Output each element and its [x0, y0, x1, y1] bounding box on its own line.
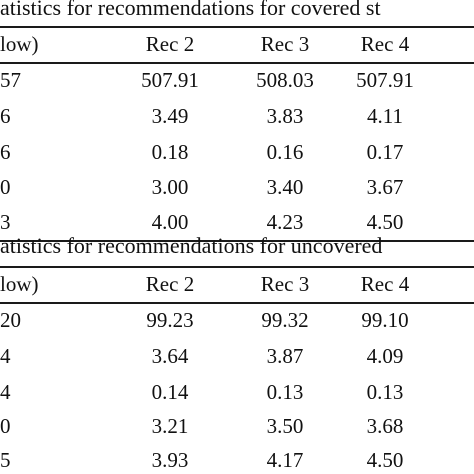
table-row: 3 4.00 4.23 4.50 [0, 208, 474, 236]
table-cell: 99.23 [146, 308, 194, 332]
table-cell: 57 [0, 68, 21, 92]
header-cell: Rec 4 [360, 272, 410, 296]
table-row: 0 3.00 3.40 3.67 [0, 173, 474, 201]
table-cell: 3.21 [151, 414, 189, 438]
header-rule [0, 302, 474, 304]
table-row: 4 0.14 0.13 0.13 [0, 378, 474, 406]
header-cell: Rec 2 [145, 272, 195, 296]
table-cell: 3.49 [151, 104, 189, 128]
header-cell: Rec 3 [260, 32, 310, 56]
table-cell: 20 [0, 308, 21, 332]
table-cell: 0 [0, 175, 11, 199]
table-cell: 4.11 [367, 104, 403, 128]
table-row: 4 3.64 3.87 4.09 [0, 342, 474, 370]
table-cell: 507.91 [141, 68, 199, 92]
header-row: low) Rec 2 Rec 3 Rec 4 [0, 30, 474, 58]
table-cell: 3.68 [366, 414, 404, 438]
table-cell: 508.03 [256, 68, 314, 92]
table-cell: 3.93 [151, 448, 189, 472]
table-cell: 99.32 [261, 308, 309, 332]
section-rule [0, 266, 474, 268]
table-row: 6 3.49 3.83 4.11 [0, 102, 474, 130]
table-row: 20 99.23 99.32 99.10 [0, 306, 474, 334]
table-row: 5 3.93 4.17 4.50 [0, 446, 474, 474]
table-cell: 6 [0, 104, 11, 128]
table-cell: 6 [0, 140, 11, 164]
table-cell: 4.17 [266, 448, 304, 472]
table-cell: 99.10 [361, 308, 409, 332]
table-cell: 3.83 [266, 104, 304, 128]
table-row: 0 3.21 3.50 3.68 [0, 412, 474, 440]
table-row: 57 507.91 508.03 507.91 [0, 66, 474, 94]
table-row: 6 0.18 0.16 0.17 [0, 138, 474, 166]
table-cell: 5 [0, 448, 11, 472]
header-cell: Rec 4 [360, 32, 410, 56]
table-cell: 4 [0, 344, 11, 368]
table-cell: 0.16 [266, 140, 304, 164]
table-cell: 0.17 [366, 140, 404, 164]
header-cell: Rec 2 [145, 32, 195, 56]
section-divider [0, 240, 474, 242]
header-cell: low) [0, 272, 39, 296]
table-cell: 4 [0, 380, 11, 404]
table-cell: 3.40 [266, 175, 304, 199]
table-cell: 3.00 [151, 175, 189, 199]
table-cell: 4.23 [266, 210, 304, 234]
table-cell: 4.00 [151, 210, 189, 234]
table-cell: 507.91 [356, 68, 414, 92]
section-title-covered: atistics for recommendations for covered… [0, 0, 381, 20]
table-cell: 0.13 [266, 380, 304, 404]
table-cell: 3 [0, 210, 11, 234]
section-rule [0, 26, 474, 28]
table-cell: 3.64 [151, 344, 189, 368]
section-title-uncovered: atistics for recommendations for uncover… [0, 233, 383, 258]
table-cell: 3.67 [366, 175, 404, 199]
table-cell: 0 [0, 414, 11, 438]
table-cell: 4.50 [366, 448, 404, 472]
table-cell: 3.50 [266, 414, 304, 438]
table-cell: 4.50 [366, 210, 404, 234]
table-cell: 4.09 [366, 344, 404, 368]
table-cell: 3.87 [266, 344, 304, 368]
header-cell: low) [0, 32, 39, 56]
table-cell: 0.13 [366, 380, 404, 404]
header-cell: Rec 3 [260, 272, 310, 296]
header-row: low) Rec 2 Rec 3 Rec 4 [0, 270, 474, 298]
header-rule [0, 62, 474, 64]
table-cell: 0.14 [151, 380, 189, 404]
table-cell: 0.18 [151, 140, 189, 164]
